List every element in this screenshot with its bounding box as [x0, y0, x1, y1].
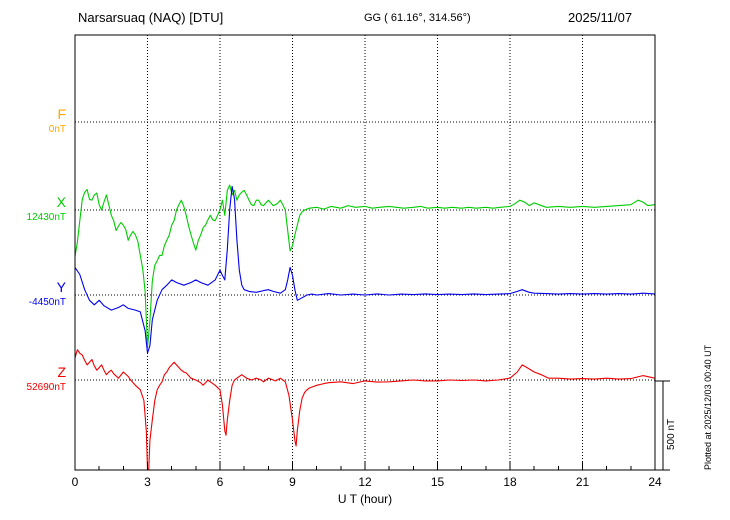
tick-label-15: 15 — [431, 475, 445, 489]
tick-label-3: 3 — [144, 475, 151, 489]
trace-baseline-X: 12430nT — [26, 212, 66, 223]
trace-X — [75, 184, 655, 348]
plot-date: 2025/11/07 — [568, 10, 633, 25]
trace-Y — [75, 185, 655, 354]
tick-label-0: 0 — [72, 475, 79, 489]
plotted-at-note: Plotted at 2025/12/03 00:40 UT — [703, 344, 713, 470]
trace-baseline-Y: -4450nT — [28, 297, 66, 308]
trace-label-X: X — [56, 194, 66, 210]
tick-label-21: 21 — [576, 475, 590, 489]
trace-label-F: F — [57, 106, 66, 122]
trace-label-Y: Y — [56, 279, 66, 295]
geographic-coords: GG ( 61.16°, 314.56°) — [364, 12, 471, 24]
scale-bar-label: 500 nT — [666, 418, 677, 450]
trace-baseline-Z: 52690nT — [26, 382, 66, 393]
trace-label-Z: Z — [57, 364, 66, 380]
x-axis-label: U T (hour) — [337, 492, 393, 506]
trace-Z — [75, 349, 655, 470]
tick-label-6: 6 — [217, 475, 224, 489]
trace-baseline-F: 0nT — [48, 124, 66, 135]
tick-label-9: 9 — [289, 475, 296, 489]
station-title: Narsarsuaq (NAQ) [DTU] — [78, 10, 224, 25]
tick-label-24: 24 — [648, 475, 662, 489]
tick-label-18: 18 — [503, 475, 517, 489]
tick-label-12: 12 — [358, 475, 372, 489]
